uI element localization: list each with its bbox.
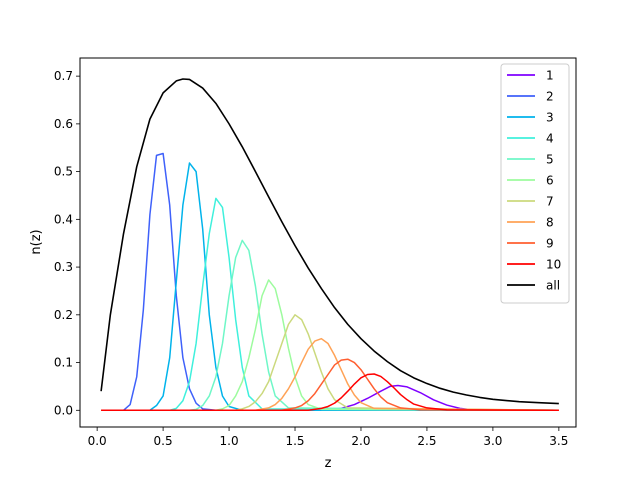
x-tick-label: 1.5 bbox=[285, 434, 304, 448]
x-tick-label: 0.5 bbox=[154, 434, 173, 448]
series-line-all bbox=[100, 78, 559, 405]
legend-label: 8 bbox=[546, 216, 554, 230]
series-line-4 bbox=[101, 197, 559, 412]
plot-area bbox=[80, 58, 576, 427]
legend-label: 6 bbox=[546, 174, 554, 188]
series-line-7 bbox=[101, 314, 559, 412]
axes-frame bbox=[79, 57, 577, 428]
series-line-5 bbox=[101, 239, 559, 412]
x-axis-ticks: 0.0 0.5 1.0 1.5 2.0 2.5 3.0 3.5 bbox=[88, 427, 568, 448]
y-axis-label: n(z) bbox=[29, 229, 44, 254]
legend-label: all bbox=[546, 279, 560, 293]
y-tick-label: 0.4 bbox=[54, 212, 73, 226]
legend-label: 4 bbox=[546, 132, 554, 146]
y-tick-label: 0.3 bbox=[54, 260, 73, 274]
y-tick-label: 0.0 bbox=[54, 403, 73, 417]
x-tick-label: 2.5 bbox=[417, 434, 436, 448]
x-tick-label: 0.0 bbox=[88, 434, 107, 448]
y-tick-label: 0.5 bbox=[54, 165, 73, 179]
legend: 1 2 3 4 5 6 7 8 9 10 all bbox=[500, 63, 570, 304]
series-line-6 bbox=[101, 279, 559, 412]
y-tick-label: 0.6 bbox=[54, 117, 73, 131]
legend-label: 10 bbox=[546, 258, 561, 272]
x-tick-label: 3.5 bbox=[549, 434, 568, 448]
series-line-10 bbox=[101, 373, 559, 412]
series-line-8 bbox=[101, 337, 559, 412]
legend-label: 5 bbox=[546, 153, 554, 167]
x-tick-label: 3.0 bbox=[483, 434, 502, 448]
x-tick-label: 2.0 bbox=[351, 434, 370, 448]
y-tick-label: 0.2 bbox=[54, 308, 73, 322]
y-tick-label: 0.1 bbox=[54, 356, 73, 370]
legend-label: 7 bbox=[546, 195, 554, 209]
y-axis-ticks: 0.0 0.1 0.2 0.3 0.4 0.5 0.6 0.7 bbox=[54, 69, 80, 417]
legend-label: 3 bbox=[546, 111, 554, 125]
legend-label: 9 bbox=[546, 237, 554, 251]
series-line-9 bbox=[101, 358, 559, 412]
x-axis-label: z bbox=[325, 456, 332, 471]
series-layer bbox=[100, 78, 559, 412]
legend-label: 2 bbox=[546, 90, 554, 104]
series-line-3 bbox=[101, 162, 559, 412]
y-tick-label: 0.7 bbox=[54, 69, 73, 83]
x-tick-label: 1.0 bbox=[220, 434, 239, 448]
series-line-2 bbox=[101, 152, 559, 412]
legend-label: 1 bbox=[546, 69, 554, 83]
